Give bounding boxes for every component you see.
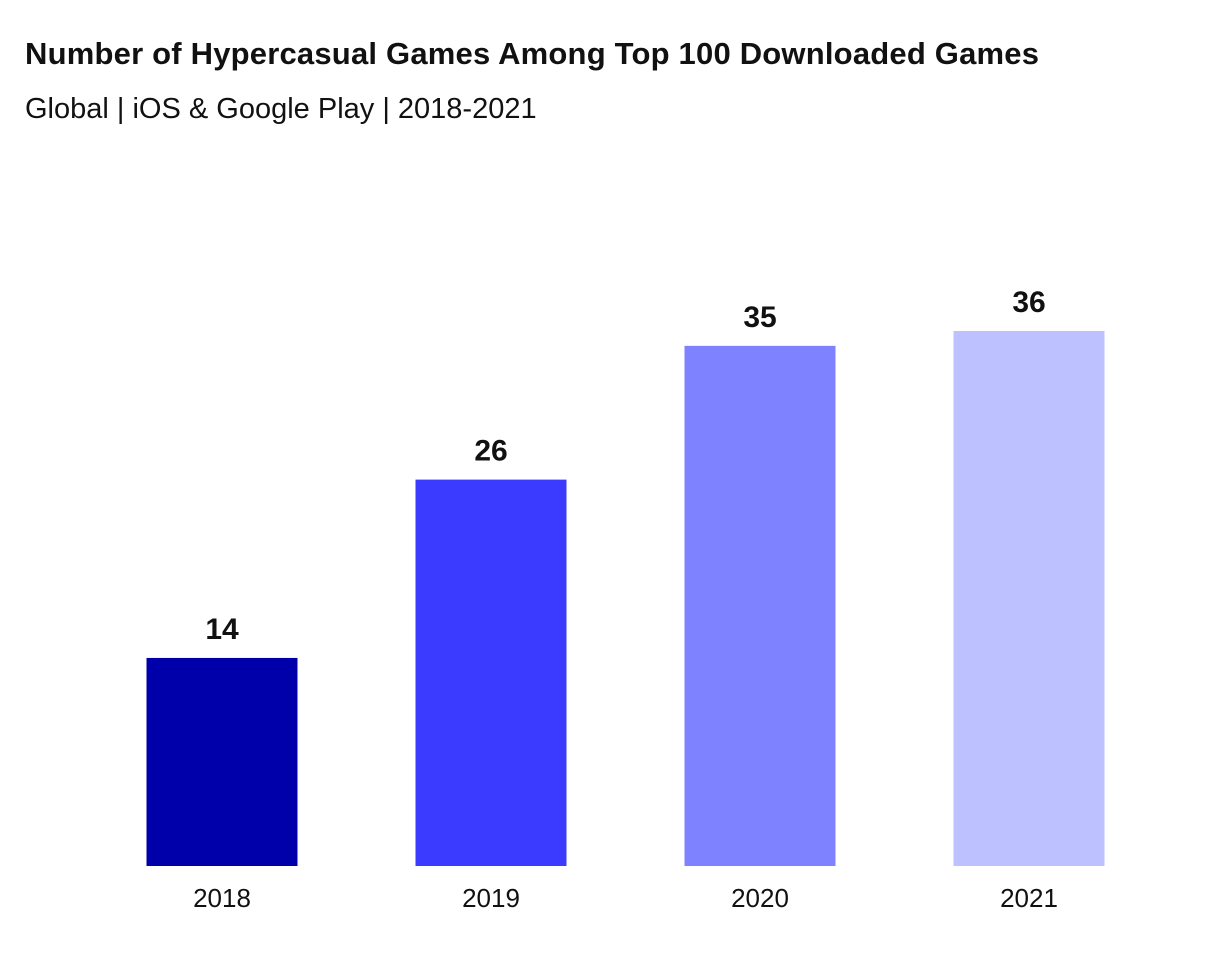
bar-2019 — [415, 479, 567, 866]
bar-2018 — [146, 657, 298, 866]
x-tick-label-2021: 2021 — [1000, 883, 1058, 913]
bar-2021 — [953, 331, 1105, 866]
data-labels-layer: 14 26 35 36 — [205, 286, 1045, 646]
chart-subtitle: Global | iOS & Google Play | 2018-2021 — [25, 93, 537, 125]
bar-2020 — [684, 345, 836, 867]
data-label-2019: 26 — [474, 435, 507, 468]
x-tick-label-2020: 2020 — [731, 883, 789, 913]
data-label-2021: 36 — [1012, 286, 1045, 319]
x-tick-label-2018: 2018 — [193, 883, 251, 913]
bars-layer — [146, 331, 1105, 867]
data-label-2018: 14 — [205, 613, 239, 646]
x-tick-label-2019: 2019 — [462, 883, 520, 913]
data-label-2020: 35 — [743, 301, 776, 334]
x-axis-tick-labels: 2018 2019 2020 2021 — [193, 883, 1058, 913]
chart-title: Number of Hypercasual Games Among Top 10… — [25, 36, 1040, 71]
